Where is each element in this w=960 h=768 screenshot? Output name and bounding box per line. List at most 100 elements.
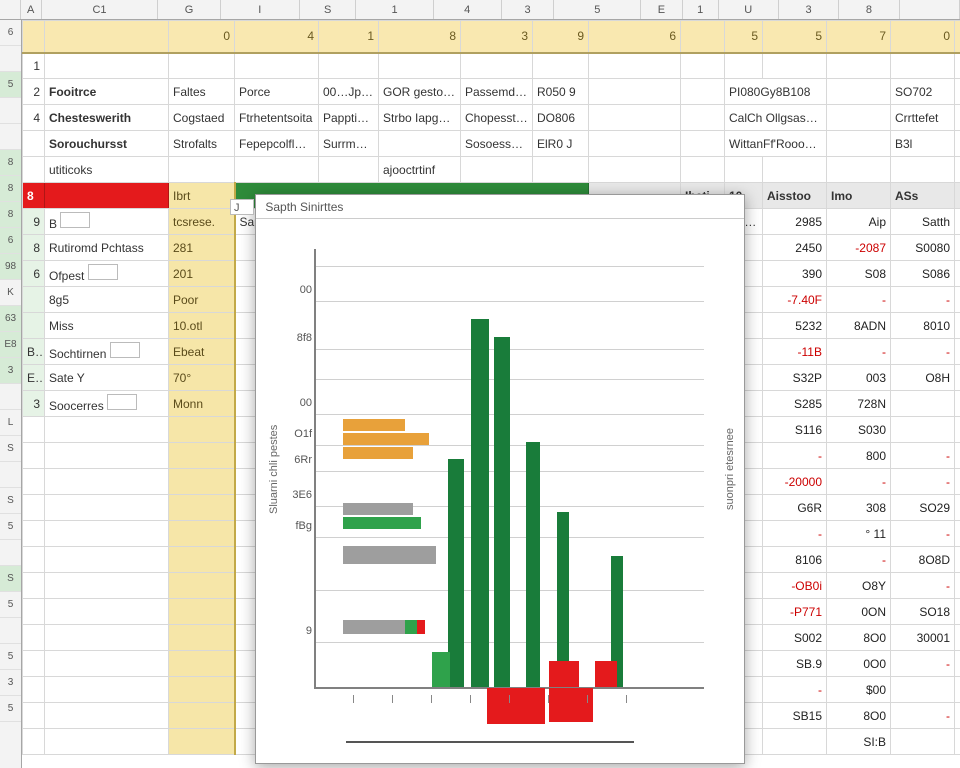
cell[interactable]: B3 xyxy=(23,339,45,365)
cell[interactable]: SB15 xyxy=(763,703,827,729)
cell[interactable] xyxy=(45,547,169,573)
cell[interactable] xyxy=(589,131,681,157)
cell[interactable] xyxy=(169,599,235,625)
cell[interactable] xyxy=(827,53,891,79)
cell[interactable]: Aip xyxy=(827,209,891,235)
column-header-cell[interactable]: 4 xyxy=(434,0,502,19)
column-header-cell[interactable]: 1 xyxy=(356,0,433,19)
cell[interactable]: - xyxy=(827,469,891,495)
row-header-cell[interactable]: 6 xyxy=(0,228,21,254)
cell[interactable] xyxy=(955,131,960,157)
cell[interactable]: Porce xyxy=(235,79,319,105)
row-header-cell[interactable] xyxy=(0,46,21,72)
cell[interactable] xyxy=(955,521,960,547)
cell[interactable]: - xyxy=(891,573,955,599)
cell[interactable] xyxy=(45,495,169,521)
cell[interactable]: 9 xyxy=(533,21,589,53)
cell[interactable]: 0 xyxy=(891,21,955,53)
chart-panel-input[interactable]: J xyxy=(230,199,254,215)
cell[interactable]: 7 xyxy=(827,21,891,53)
cell[interactable] xyxy=(955,209,960,235)
column-header-cell[interactable]: C1 xyxy=(42,0,159,19)
cell[interactable] xyxy=(955,599,960,625)
cell[interactable] xyxy=(891,677,955,703)
cell[interactable]: 8 xyxy=(379,21,461,53)
cell[interactable]: Passemds0001 xyxy=(461,79,533,105)
cell[interactable] xyxy=(589,105,681,131)
cell[interactable]: 8 xyxy=(23,235,45,261)
cell[interactable] xyxy=(45,521,169,547)
cell[interactable]: 10.otl xyxy=(169,313,235,339)
cell[interactable] xyxy=(891,391,955,417)
cell[interactable]: - xyxy=(891,469,955,495)
cell[interactable]: 6 xyxy=(23,261,45,287)
cell[interactable]: - xyxy=(827,547,891,573)
cell[interactable] xyxy=(891,729,955,755)
cell[interactable] xyxy=(23,443,45,469)
cell[interactable] xyxy=(169,469,235,495)
row-header-cell[interactable]: 5 xyxy=(0,696,21,722)
cell[interactable]: 6 xyxy=(589,21,681,53)
cell[interactable] xyxy=(23,21,45,53)
cell[interactable] xyxy=(533,157,589,183)
cell[interactable]: 8ADN xyxy=(827,313,891,339)
cell[interactable] xyxy=(23,287,45,313)
cell[interactable]: Chesteswerith xyxy=(45,105,169,131)
cell[interactable] xyxy=(955,79,960,105)
cell[interactable] xyxy=(955,287,960,313)
cell[interactable]: GOR gestorrid xyxy=(379,79,461,105)
row-header-cell[interactable]: 8 xyxy=(0,202,21,228)
cell[interactable] xyxy=(827,157,891,183)
cell[interactable]: Sate Y xyxy=(45,365,169,391)
cell[interactable] xyxy=(891,157,955,183)
cell[interactable]: SO29 xyxy=(891,495,955,521)
row-header-cell[interactable] xyxy=(0,540,21,566)
cell[interactable] xyxy=(23,157,45,183)
cell[interactable]: - xyxy=(891,287,955,313)
column-header-cell[interactable]: S xyxy=(300,0,357,19)
cell[interactable]: 800 xyxy=(827,443,891,469)
cell[interactable]: - xyxy=(827,339,891,365)
column-header-cell[interactable]: I xyxy=(221,0,300,19)
cell[interactable]: S32P xyxy=(763,365,827,391)
cell[interactable]: 0 xyxy=(169,21,235,53)
cell[interactable]: ASs xyxy=(891,183,955,209)
row-header-cell[interactable]: 5 xyxy=(0,514,21,540)
cell[interactable] xyxy=(955,21,960,53)
cell[interactable] xyxy=(763,53,827,79)
cell[interactable] xyxy=(169,521,235,547)
cell[interactable] xyxy=(169,625,235,651)
cell[interactable]: Miss xyxy=(45,313,169,339)
cell[interactable] xyxy=(23,313,45,339)
cell[interactable]: - xyxy=(763,521,827,547)
cell[interactable] xyxy=(23,417,45,443)
cell[interactable]: - xyxy=(891,703,955,729)
cell[interactable]: 2450 xyxy=(763,235,827,261)
cell[interactable]: -2087 xyxy=(827,235,891,261)
cell[interactable]: SO702 xyxy=(891,79,955,105)
column-header-cell[interactable]: 5 xyxy=(554,0,641,19)
cell[interactable]: Faltes xyxy=(169,79,235,105)
cell[interactable] xyxy=(955,365,960,391)
column-header-cell[interactable]: 1 xyxy=(683,0,719,19)
cell[interactable] xyxy=(763,729,827,755)
column-header-cell[interactable]: 3 xyxy=(779,0,839,19)
cell[interactable]: Surrmeetn xyxy=(319,131,379,157)
cell[interactable] xyxy=(169,53,235,79)
cell[interactable] xyxy=(589,53,681,79)
cell[interactable] xyxy=(827,131,891,157)
cell[interactable]: R050 9 xyxy=(533,79,589,105)
cell[interactable] xyxy=(955,105,960,131)
cell[interactable]: DO806 xyxy=(533,105,589,131)
cell[interactable] xyxy=(45,53,169,79)
cell[interactable] xyxy=(955,677,960,703)
cell[interactable]: Poor xyxy=(169,287,235,313)
cell[interactable] xyxy=(955,391,960,417)
row-header-cell[interactable]: S xyxy=(0,436,21,462)
column-header-cell[interactable]: G xyxy=(158,0,220,19)
cell[interactable]: 390 xyxy=(763,261,827,287)
cell[interactable]: WittanFf'Roooc08 xyxy=(725,131,827,157)
cell[interactable] xyxy=(45,573,169,599)
cell[interactable] xyxy=(45,625,169,651)
cell[interactable]: Imo xyxy=(827,183,891,209)
